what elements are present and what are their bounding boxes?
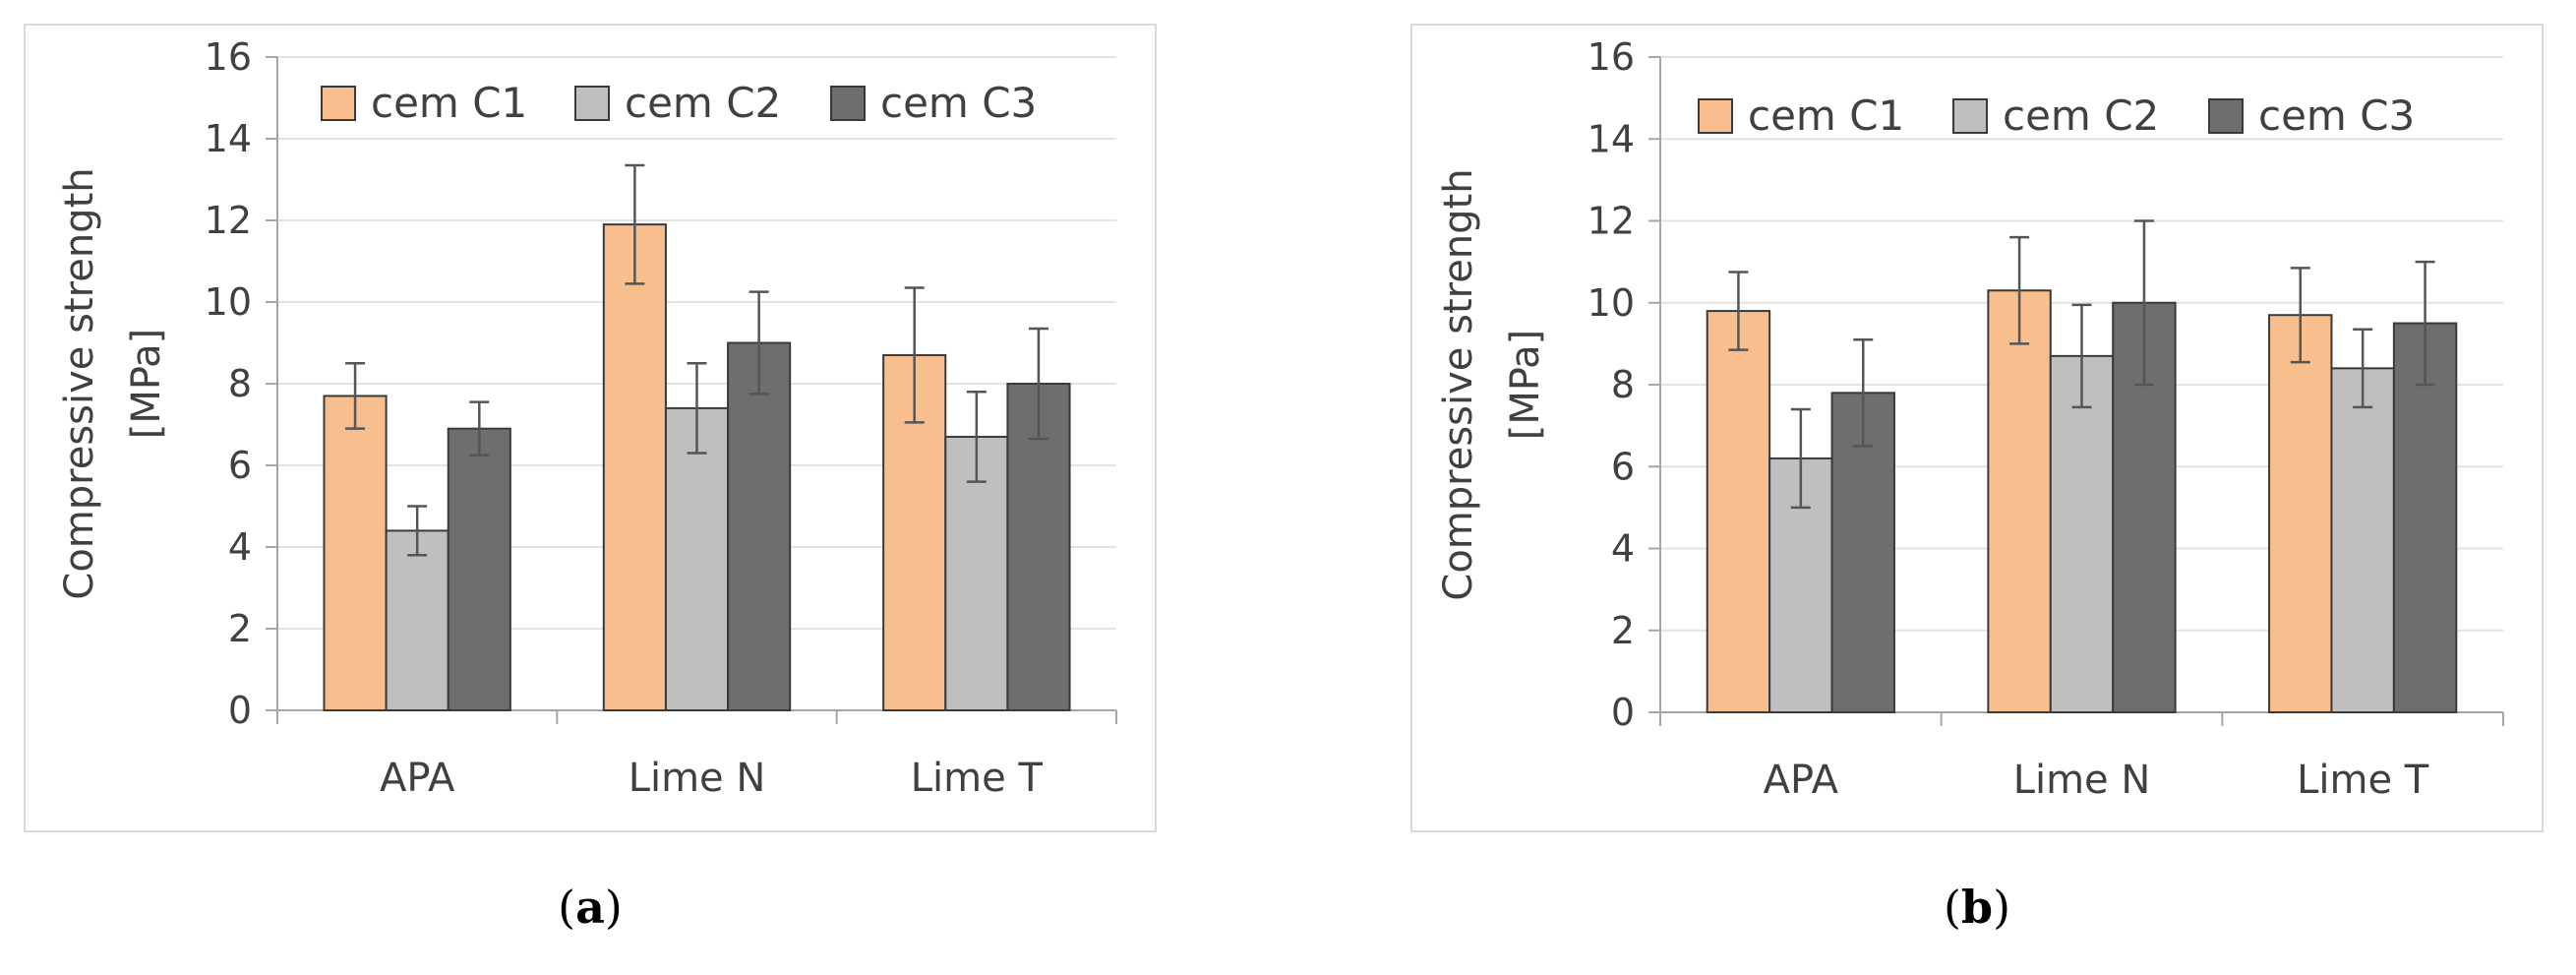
bar [727, 341, 792, 711]
y-tick-label: 4 [1611, 527, 1635, 571]
chart-panel-b: 0 2 4 6 8 10 12 14 16 APA Lime N Lime T Compressive … [1410, 24, 2544, 934]
bar [602, 223, 667, 711]
legend-label: cem C1 [1748, 91, 1904, 140]
x-tick-label: Lime N [629, 756, 766, 801]
legend-swatch [1952, 98, 1988, 134]
y-tick-label: 14 [205, 117, 252, 160]
y-tick-label: 6 [1611, 445, 1635, 488]
bar [1987, 289, 2052, 713]
x-tick-label: Lime T [911, 756, 1044, 801]
y-tick-label: 8 [1611, 363, 1635, 406]
legend-swatch [574, 86, 610, 121]
legend-label: cem C2 [625, 79, 781, 127]
legend-swatch [830, 86, 866, 121]
bar [447, 427, 511, 711]
y-tick-label: 12 [1588, 200, 1635, 243]
y-axis-label-unit: [MPa] [1503, 330, 1548, 441]
legend-swatch [1698, 98, 1733, 134]
x-tick-label: APA [380, 756, 455, 801]
y-axis-label: Compressive strength [1436, 168, 1481, 600]
legend-label: cem C3 [880, 79, 1037, 127]
y-tick-label: 14 [1588, 117, 1635, 160]
y-tick-label: 0 [1611, 691, 1635, 734]
y-tick-label: 16 [1588, 35, 1635, 79]
bar [323, 395, 388, 711]
legend-label: cem C2 [2003, 91, 2159, 140]
legend-label: cem C3 [2258, 91, 2415, 140]
legend-label: cem C1 [371, 79, 527, 127]
legend-swatch [2208, 98, 2244, 134]
y-tick-label: 10 [1588, 281, 1635, 325]
panel-caption: (a) [558, 881, 623, 934]
chart-panel-a: 0 2 4 6 8 10 12 14 16 APA Lime N Lime T Compressive … [24, 24, 1157, 934]
y-axis-label-unit: [MPa] [124, 329, 169, 440]
bar [385, 529, 449, 712]
bar [2392, 322, 2458, 713]
y-tick-label: 16 [205, 35, 252, 79]
bar [664, 406, 730, 711]
y-axis-label: Compressive strength [57, 167, 102, 599]
x-tick-label: APA [1764, 758, 1839, 803]
y-tick-label: 6 [228, 444, 252, 487]
y-tick-label: 2 [228, 607, 252, 650]
y-tick-label: 12 [205, 199, 252, 242]
bar [2049, 354, 2115, 713]
x-tick-label: Lime N [2013, 758, 2151, 803]
y-tick-label: 4 [228, 525, 252, 569]
bar [2330, 367, 2395, 713]
x-tick-label: Lime T [2297, 758, 2429, 803]
y-tick-label: 0 [228, 689, 252, 732]
y-tick-label: 10 [205, 280, 252, 324]
panel-caption: (b) [1944, 881, 2010, 934]
legend-swatch [321, 86, 356, 121]
bar [2268, 314, 2333, 713]
bar [1706, 310, 1771, 713]
y-tick-label: 2 [1611, 609, 1635, 652]
y-tick-label: 8 [228, 362, 252, 405]
